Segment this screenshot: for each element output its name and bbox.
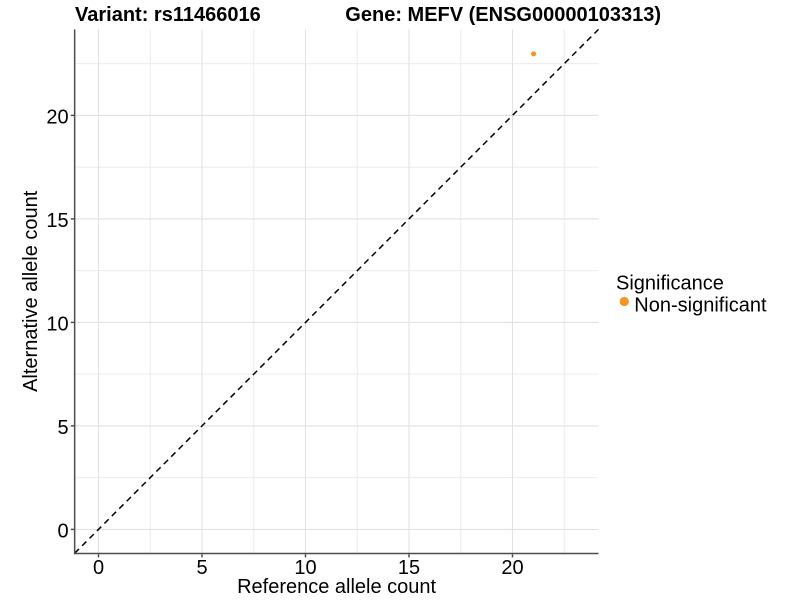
svg-text:0: 0 [93, 557, 104, 579]
svg-text:Non-significant: Non-significant [634, 294, 767, 316]
svg-text:Gene: MEFV (ENSG00000103313): Gene: MEFV (ENSG00000103313) [345, 4, 661, 26]
svg-text:0: 0 [57, 521, 68, 543]
svg-text:15: 15 [46, 210, 68, 232]
svg-text:10: 10 [294, 557, 316, 579]
svg-text:10: 10 [46, 314, 68, 336]
svg-text:20: 20 [501, 557, 523, 579]
svg-text:Reference allele count: Reference allele count [237, 576, 436, 598]
svg-text:Variant: rs11466016: Variant: rs11466016 [75, 4, 261, 26]
svg-text:Significance: Significance [616, 272, 724, 294]
svg-text:5: 5 [57, 417, 68, 439]
svg-text:20: 20 [46, 107, 68, 129]
svg-text:Alternative allele count: Alternative allele count [20, 190, 42, 392]
svg-text:15: 15 [398, 557, 420, 579]
svg-text:5: 5 [196, 557, 207, 579]
